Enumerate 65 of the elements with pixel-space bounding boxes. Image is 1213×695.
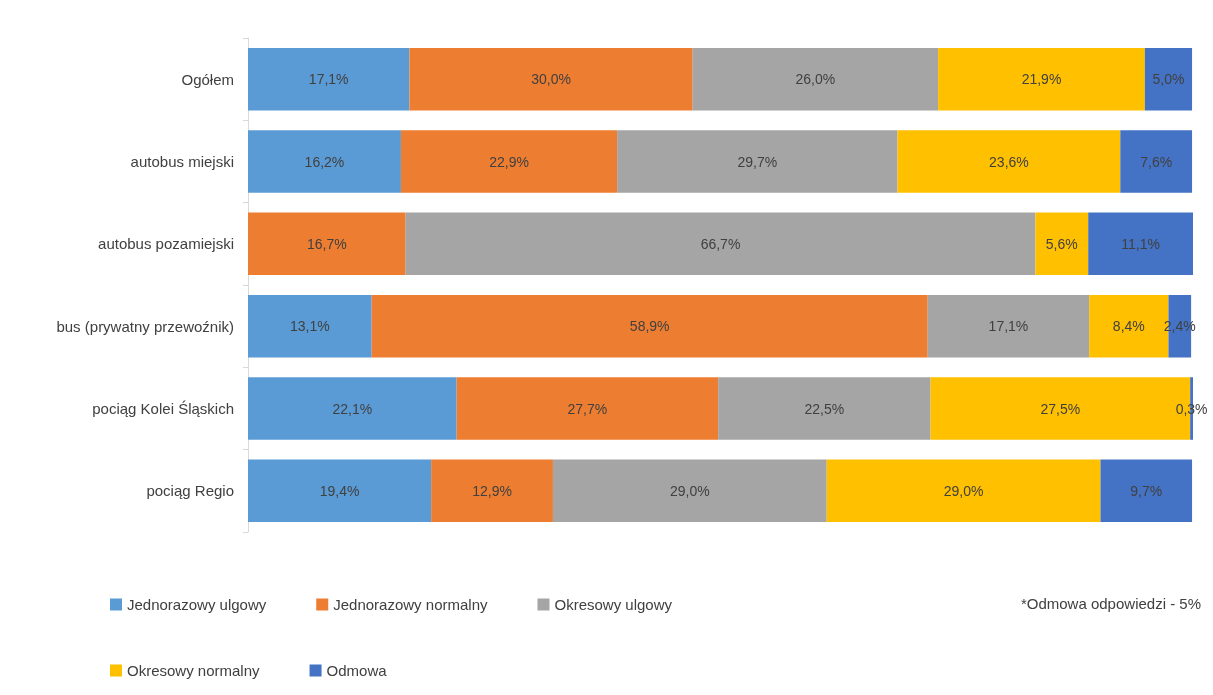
y-tick-label: Ogółem bbox=[181, 70, 234, 88]
data-label: 0,3% bbox=[1175, 400, 1208, 417]
bar bbox=[431, 459, 553, 523]
bar bbox=[248, 47, 410, 111]
legend-label: Okresowy normalny bbox=[127, 662, 261, 679]
data-label: 22,9% bbox=[489, 153, 529, 170]
text: *Odmowa odpowiedzi - 5% bbox=[1020, 595, 1202, 612]
bar bbox=[248, 130, 401, 193]
bar bbox=[248, 212, 406, 276]
bar bbox=[456, 377, 719, 440]
bar bbox=[897, 130, 1121, 193]
legend-label: Jednorazowy ulgowy bbox=[127, 596, 267, 613]
data-label: 21,9% bbox=[1021, 71, 1062, 88]
data-label: 29,0% bbox=[669, 482, 710, 499]
data-label: 29,0% bbox=[943, 482, 984, 499]
bar bbox=[1088, 212, 1193, 276]
y-tick-label: pociąg Kolei Śląskich bbox=[92, 400, 234, 417]
bar bbox=[248, 459, 432, 523]
data-label: 13,1% bbox=[289, 318, 330, 335]
bar bbox=[1035, 212, 1089, 276]
data-label: 22,5% bbox=[804, 400, 845, 417]
data-label: 17,1% bbox=[308, 71, 349, 88]
data-label: 9,7% bbox=[1130, 482, 1163, 499]
y-tick-label: bus (prywatny przewoźnik) bbox=[56, 317, 234, 335]
data-label: 27,5% bbox=[1040, 400, 1081, 417]
data-label: 17,1% bbox=[988, 318, 1029, 335]
data-label: 58,9% bbox=[629, 318, 670, 335]
bar bbox=[248, 377, 457, 440]
y-tick-label: autobus pozamiejski bbox=[98, 235, 234, 253]
y-tick-label: autobus miejski bbox=[130, 153, 234, 170]
data-label: 7,6% bbox=[1140, 153, 1173, 170]
bar bbox=[409, 47, 693, 111]
bar bbox=[1100, 459, 1193, 523]
bar bbox=[248, 294, 372, 358]
data-label: 16,7% bbox=[306, 235, 347, 252]
data-label: 11,1% bbox=[1121, 235, 1160, 252]
bar bbox=[938, 47, 1145, 111]
y-tick-label: pociąg Regio bbox=[146, 482, 234, 500]
data-label: 29,7% bbox=[737, 153, 778, 170]
legend-label: Jednorazowy normalny bbox=[333, 596, 488, 613]
bar bbox=[400, 130, 618, 193]
bar bbox=[1144, 47, 1193, 111]
data-label: 22,1% bbox=[332, 400, 373, 417]
data-label: 5,6% bbox=[1045, 235, 1078, 252]
data-label: 23,6% bbox=[989, 153, 1029, 170]
bar bbox=[617, 130, 898, 193]
data-label: 8,4% bbox=[1112, 318, 1145, 335]
legend-label: Okresowy ulgowy bbox=[554, 596, 673, 613]
data-label: 66,7% bbox=[700, 235, 741, 252]
data-label: 27,7% bbox=[567, 400, 608, 417]
data-label: 26,0% bbox=[795, 71, 836, 88]
data-label: 30,0% bbox=[531, 71, 571, 88]
data-label: 12,9% bbox=[472, 482, 512, 499]
data-label: 16,2% bbox=[304, 153, 345, 170]
bar bbox=[371, 294, 928, 358]
data-label: 19,4% bbox=[319, 482, 360, 499]
legend-label: Odmowa bbox=[326, 662, 388, 679]
bar bbox=[1120, 130, 1193, 193]
bar bbox=[692, 47, 939, 111]
bar bbox=[405, 212, 1036, 276]
bar bbox=[552, 459, 827, 523]
bar bbox=[718, 377, 931, 440]
bar bbox=[826, 459, 1101, 523]
data-label: 5,0% bbox=[1152, 71, 1185, 88]
bar bbox=[927, 294, 1090, 358]
